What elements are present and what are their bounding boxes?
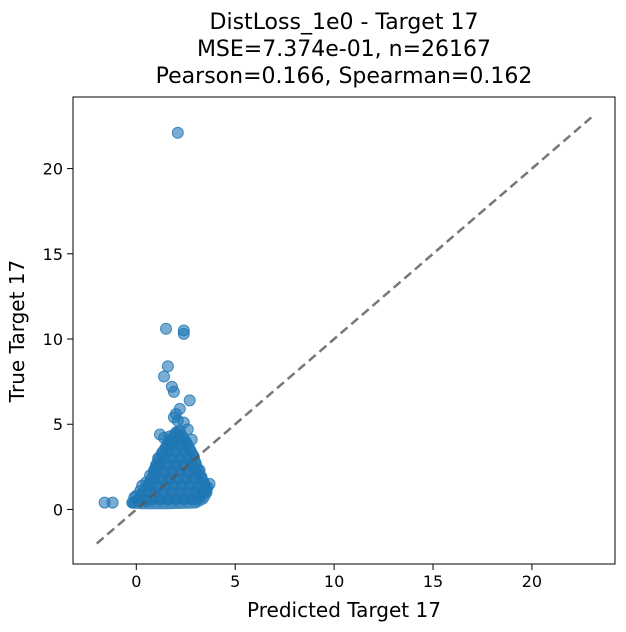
x-tick-label: 0 xyxy=(131,572,141,591)
scatter-point xyxy=(106,496,119,509)
scatter-point xyxy=(171,126,184,139)
y-axis-label: True Target 17 xyxy=(5,260,29,404)
x-tick-label: 10 xyxy=(324,572,344,591)
x-axis-ticks: 0 5 10 15 20 xyxy=(131,564,542,591)
scatter-point xyxy=(158,370,170,383)
reference-line xyxy=(95,116,593,545)
plot-area xyxy=(95,116,593,545)
x-tick-label: 15 xyxy=(423,572,443,591)
x-tick-label: 5 xyxy=(230,572,240,591)
scatter-point xyxy=(201,481,214,494)
y-axis-ticks: 0 5 10 15 20 xyxy=(43,160,73,519)
chart-title: DistLoss_1e0 - Target 17 MSE=7.374e-01, … xyxy=(156,10,533,89)
scatter-points xyxy=(98,126,216,509)
y-tick-label: 20 xyxy=(43,160,63,179)
chart-title-line-3: Pearson=0.166, Spearman=0.162 xyxy=(156,64,533,89)
x-tick-label: 20 xyxy=(522,572,542,591)
y-tick-label: 5 xyxy=(53,415,63,434)
scatter-point xyxy=(169,433,182,446)
scatter-point xyxy=(183,394,196,407)
x-axis-label: Predicted Target 17 xyxy=(247,598,441,622)
y-tick-label: 0 xyxy=(53,500,63,519)
chart-title-line-2: MSE=7.374e-01, n=26167 xyxy=(197,37,491,62)
y-tick-label: 10 xyxy=(43,330,63,349)
scatter-point xyxy=(167,385,180,398)
chart-title-line-1: DistLoss_1e0 - Target 17 xyxy=(210,10,479,35)
scatter-point xyxy=(161,360,174,373)
reference-line-group xyxy=(95,116,593,545)
axes-frame xyxy=(72,96,616,565)
scatter-point xyxy=(177,327,190,340)
y-tick-label: 15 xyxy=(43,245,63,264)
scatter-point xyxy=(160,322,172,335)
